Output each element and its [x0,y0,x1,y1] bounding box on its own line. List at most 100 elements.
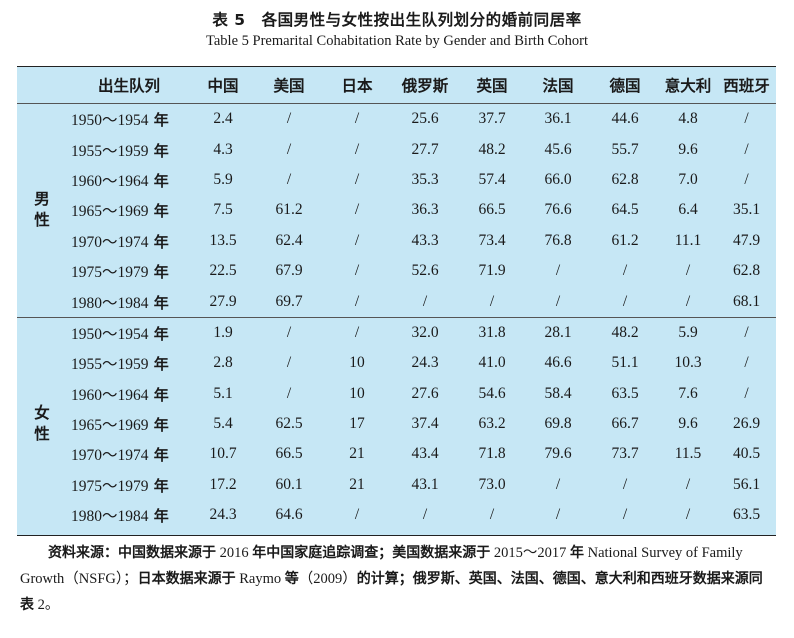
header-group-blank [17,67,67,104]
value-cell: 31.8 [459,316,525,349]
table-row: 1970～1974 年 13.5 62.4 / 43.3 73.4 76.8 61.2 11.1… [17,226,776,256]
value-cell: 5.9 [659,316,717,349]
header-country: 西班牙 [717,67,776,104]
cohort-years: 1975～1979 [71,477,149,495]
cohort-year-suffix: 年 [148,385,169,404]
cohort-years: 1955～1959 [71,142,149,160]
value-cell: 52.6 [411,262,439,280]
value-cell: 4.8 [678,110,698,128]
header-country: 美国 [255,67,323,104]
value-cell: 48.2 [591,316,659,349]
gender-label-char: 男 [34,190,50,209]
cohort-year-suffix: 年 [148,416,169,435]
value-cell: / [255,316,323,349]
source-segment: （2009） [298,571,357,587]
value-cell: 7.6 [678,384,698,402]
value-cell: 62.5 [275,415,303,433]
value-cell: / [685,262,691,280]
cohort-year-suffix: 年 [148,324,169,343]
value-cell: / [286,354,292,372]
value-cell: 62.8 [611,170,639,188]
value-cell: / [744,384,749,402]
value-cell: 48.2 [478,140,506,158]
gender-label-char: 性 [34,211,50,230]
value-cell: / [489,506,495,524]
value-cell: / [354,292,360,310]
value-cell: 51.1 [611,354,639,372]
value-cell: 2.4 [213,110,233,128]
value-cell: 25.6 [411,110,439,128]
source-segment: 2015～2017 [490,545,570,561]
value-cell: 58.4 [544,384,572,402]
value-cell: 27.9 [209,292,237,310]
cohort-years: 1970～1974 [71,447,149,465]
value-cell: 73.4 [478,231,506,249]
value-cell: 27.6 [411,384,439,402]
cohort-years: 1950～1954 [71,325,149,343]
value-cell: 66.0 [544,170,572,188]
source-segment: 日本数据来源于 [137,571,236,587]
value-cell: 63.2 [478,415,506,433]
value-cell: 63.5 [611,384,639,402]
value-cell: 43.1 [411,475,439,493]
value-cell: 71.8 [478,445,506,463]
value-cell: / [555,506,561,524]
source-segment: Raymo [235,571,285,587]
value-cell: / [622,475,628,493]
value-cell: 17 [349,415,365,433]
value-cell: / [354,201,360,219]
header-birth-cohort: 出生队列 [67,67,191,104]
value-cell: 35.3 [411,170,439,188]
value-cell: 9.6 [678,140,698,158]
value-cell: 60.1 [275,475,303,493]
value-cell: 28.1 [525,316,591,349]
value-cell: / [717,316,776,349]
value-cell: 37.7 [478,110,506,128]
value-cell: / [555,475,561,493]
value-cell: 47.9 [732,231,761,249]
value-cell: 13.5 [209,231,237,249]
table-caption-english: Table 5 Premarital Cohabitation Rate by … [206,33,588,49]
value-cell: / [489,292,495,310]
value-cell: 10.7 [209,445,237,463]
cohort-cell: 1960～1964 年 [67,165,191,195]
value-cell: / [622,506,628,524]
value-cell: / [685,292,691,310]
source-text: 资料来源：中国数据来源于 2016 年中国家庭追踪调查；美国数据来源于 2015… [20,540,776,618]
value-cell: / [685,506,691,524]
value-cell: 76.8 [544,231,572,249]
cohort-cell: 1950～1954 年 [67,104,191,135]
value-cell: / [555,292,561,310]
cohort-cell: 1955～1959 年 [67,348,191,378]
cohort-cell: 1970～1974 年 [67,439,191,469]
value-cell: / [354,110,360,128]
value-cell: 45.6 [544,140,572,158]
value-cell: 7.5 [213,201,233,219]
cohort-year-suffix: 年 [148,111,169,130]
source-segment: 等 [284,571,299,587]
value-cell: 6.4 [678,201,698,219]
value-cell: 71.9 [478,262,506,280]
value-cell: 35.1 [732,201,761,219]
cohort-year-suffix: 年 [148,293,169,312]
value-cell: 11.1 [674,231,702,249]
cohort-cell: 1950～1954 年 [67,316,191,349]
value-cell: / [286,384,292,402]
value-cell: 40.5 [732,445,761,463]
source-segment: 2。 [34,597,60,613]
value-cell: 36.1 [544,110,572,128]
table-row: 1975～1979 年 22.5 67.9 / 52.6 71.9 / / / 62.8 [17,256,776,286]
value-cell: 21 [349,445,365,463]
value-cell: / [354,140,360,158]
table-row: 男性 1950～1954 年 2.4 / / 25.6 37.7 36.1 44.6 4.8 / [17,104,776,229]
value-cell: 64.5 [611,201,639,219]
value-cell: 68.1 [732,292,761,310]
source-segment: 的计算；俄罗斯、英国、法国、德国、意大利和西班牙数据来源同表 [20,571,763,613]
source-segment: 年 [570,545,584,561]
cohort-year-suffix: 年 [148,232,169,251]
cohort-cell: 1980～1984 年 [67,286,191,317]
cohort-year-suffix: 年 [148,355,169,374]
value-cell: / [286,140,292,158]
source-segment: 年中国家庭追踪调查；美国数据来源于 [252,545,491,561]
value-cell: / [685,475,691,493]
